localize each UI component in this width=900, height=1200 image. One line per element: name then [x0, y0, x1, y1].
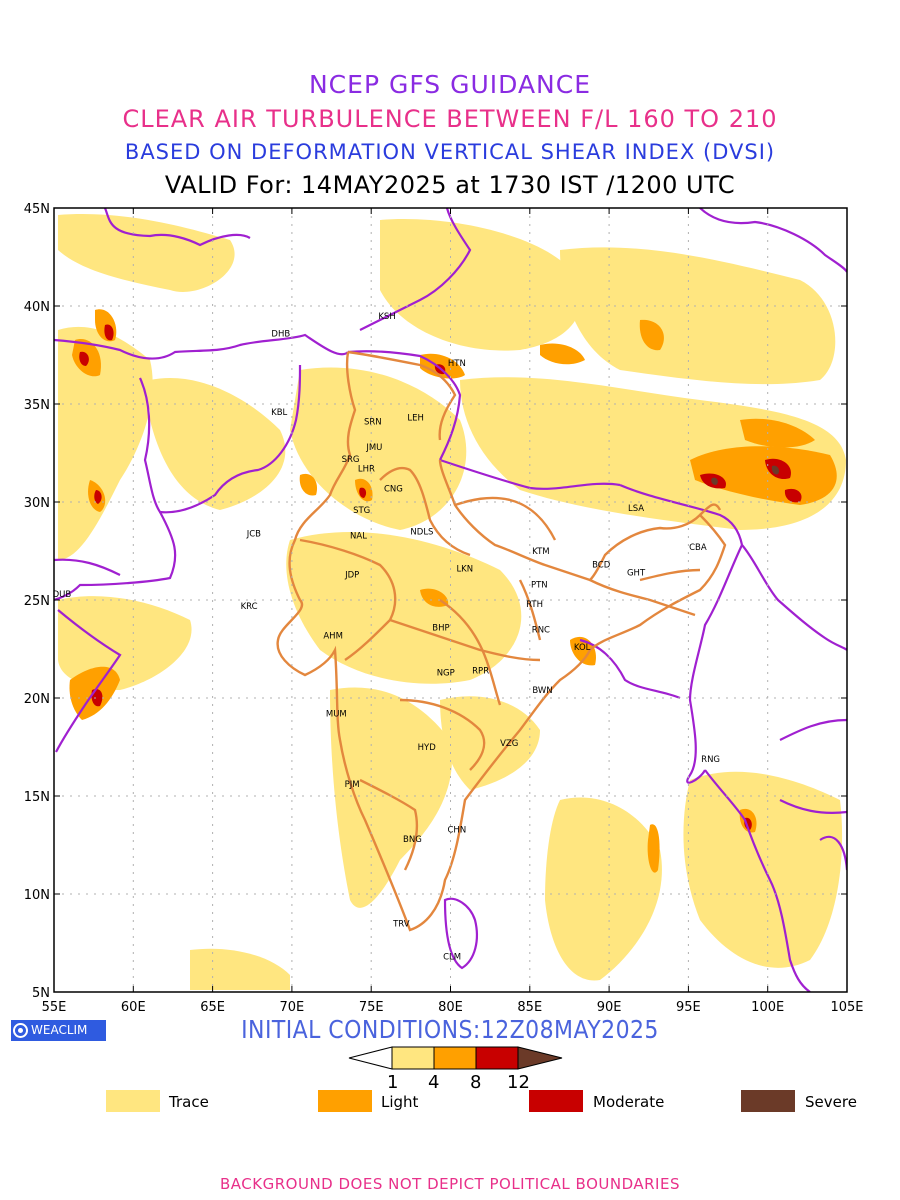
initial-conditions: INITIAL CONDITIONS:12Z08MAY2025: [241, 1015, 659, 1044]
station-krc: KRC: [241, 602, 258, 612]
x-tick-label: 85E: [517, 1000, 542, 1015]
station-nal: NAL: [350, 531, 367, 541]
station-srg: SRG: [342, 455, 360, 465]
colorbar-tick-8: 8: [470, 1072, 482, 1093]
x-tick-label: 60E: [121, 1000, 146, 1015]
station-ktm: KTM: [532, 547, 549, 557]
turbulence-map: 55E 60E 65E 70E 75E 80E 85E 90E 95E 100E 105E 45N4…: [24, 202, 864, 1015]
station-pjm: PJM: [345, 780, 360, 790]
station-lsa: LSA: [628, 504, 644, 514]
station-ptn: PTN: [531, 580, 548, 590]
title-line-2: CLEAR AIR TURBULENCE BETWEEN F/L 160 TO …: [122, 105, 778, 133]
colorbar-moderate: [475, 1046, 519, 1070]
colorbar-tick-12: 12: [507, 1072, 530, 1093]
station-lkn: LKN: [456, 565, 473, 575]
colorbar-light: [433, 1046, 477, 1070]
legend-swatch-trace: [106, 1090, 160, 1112]
y-axis-labels: 45N 40N 35N 30N 25N 20N 15N 10N 5N: [24, 202, 50, 1001]
legend-label-moderate: Moderate: [593, 1093, 665, 1111]
title-line-3: BASED ON DEFORMATION VERTICAL SHEAR INDE…: [124, 140, 776, 164]
station-jmu: JMU: [365, 443, 382, 453]
station-dub: DUB: [53, 590, 72, 600]
station-rnc: RNC: [532, 625, 550, 635]
station-jdp: JDP: [344, 571, 359, 581]
station-rth: RTH: [526, 600, 543, 610]
station-clm: CLM: [443, 953, 461, 963]
station-htn: HTN: [448, 359, 466, 369]
station-trv: TRV: [392, 919, 410, 929]
station-chn: CHN: [448, 825, 467, 835]
legend-label-severe: Severe: [805, 1093, 857, 1111]
weaclim-logo-icon: [13, 1023, 28, 1038]
station-bhp: BHP: [432, 623, 449, 633]
x-tick-label: 70E: [280, 1000, 305, 1015]
colorbar: [348, 1046, 563, 1070]
weaclim-logo-text: WEACLIM: [31, 1023, 88, 1037]
station-ght: GHT: [627, 569, 646, 579]
station-cng: CNG: [384, 484, 403, 494]
station-ngp: NGP: [437, 669, 455, 679]
y-tick-label: 10N: [24, 888, 50, 903]
colorbar-high-arrow: [517, 1046, 563, 1070]
station-hyd: HYD: [418, 743, 437, 753]
station-kol: KOL: [574, 643, 591, 653]
station-ndls: NDLS: [410, 527, 433, 537]
station-srn: SRN: [364, 418, 382, 428]
x-tick-label: 75E: [359, 1000, 384, 1015]
colorbar-trace: [391, 1046, 435, 1070]
valid-time: VALID For: 14MAY2025 at 1730 IST /1200 U…: [164, 171, 736, 199]
legend-label-trace: Trace: [169, 1093, 209, 1111]
legend-swatch-moderate: [529, 1090, 583, 1112]
colorbar-low-arrow: [348, 1046, 393, 1070]
y-tick-label: 25N: [24, 594, 50, 609]
station-ksh: KSH: [378, 312, 395, 322]
y-tick-label: 45N: [24, 202, 50, 217]
station-bng: BNG: [403, 835, 422, 845]
station-jcb: JCB: [246, 529, 261, 539]
weaclim-logo: WEACLIM: [11, 1020, 106, 1041]
station-rng: RNG: [701, 755, 720, 765]
title-line-1: NCEP GFS GUIDANCE: [308, 70, 591, 99]
x-axis-labels: 55E 60E 65E 70E 75E 80E 85E 90E 95E 100E 105E: [42, 1000, 864, 1015]
station-mum: MUM: [326, 710, 347, 720]
y-tick-label: 30N: [24, 496, 50, 511]
station-dhb: DHB: [271, 329, 290, 339]
axis-ticks: [53, 207, 848, 993]
legend-label-light: Light: [381, 1093, 419, 1111]
x-tick-label: 65E: [200, 1000, 225, 1015]
legend-swatch-light: [318, 1090, 372, 1112]
x-tick-label: 95E: [676, 1000, 701, 1015]
y-tick-label: 20N: [24, 692, 50, 707]
station-stg: STG: [353, 506, 370, 516]
y-tick-label: 5N: [32, 986, 50, 1001]
station-bwn: BWN: [532, 686, 552, 696]
x-tick-label: 100E: [751, 1000, 784, 1015]
station-cba: CBA: [689, 543, 707, 553]
y-tick-label: 35N: [24, 398, 50, 413]
india-boundaries: [276, 350, 727, 932]
map-grid: [54, 208, 847, 992]
x-tick-label: 90E: [597, 1000, 622, 1015]
legend-swatch-severe: [741, 1090, 795, 1112]
station-rpr: RPR: [472, 667, 489, 677]
station-vzg: VZG: [500, 739, 518, 749]
station-leh: LEH: [407, 414, 424, 424]
colorbar-tick-1: 1: [387, 1072, 399, 1093]
station-bcd: BCD: [592, 561, 611, 571]
station-ahm: AHM: [323, 631, 343, 641]
x-tick-label: 55E: [42, 1000, 67, 1015]
station-lhr: LHR: [358, 465, 375, 475]
colorbar-tick-4: 4: [428, 1072, 440, 1093]
y-tick-label: 40N: [24, 300, 50, 315]
x-tick-label: 80E: [438, 1000, 463, 1015]
footer-disclaimer: BACKGROUND DOES NOT DEPICT POLITICAL BOU…: [220, 1175, 680, 1193]
y-tick-label: 15N: [24, 790, 50, 805]
station-kbl: KBL: [271, 408, 287, 418]
turbulence-areas: [58, 214, 846, 990]
x-tick-label: 105E: [830, 1000, 863, 1015]
